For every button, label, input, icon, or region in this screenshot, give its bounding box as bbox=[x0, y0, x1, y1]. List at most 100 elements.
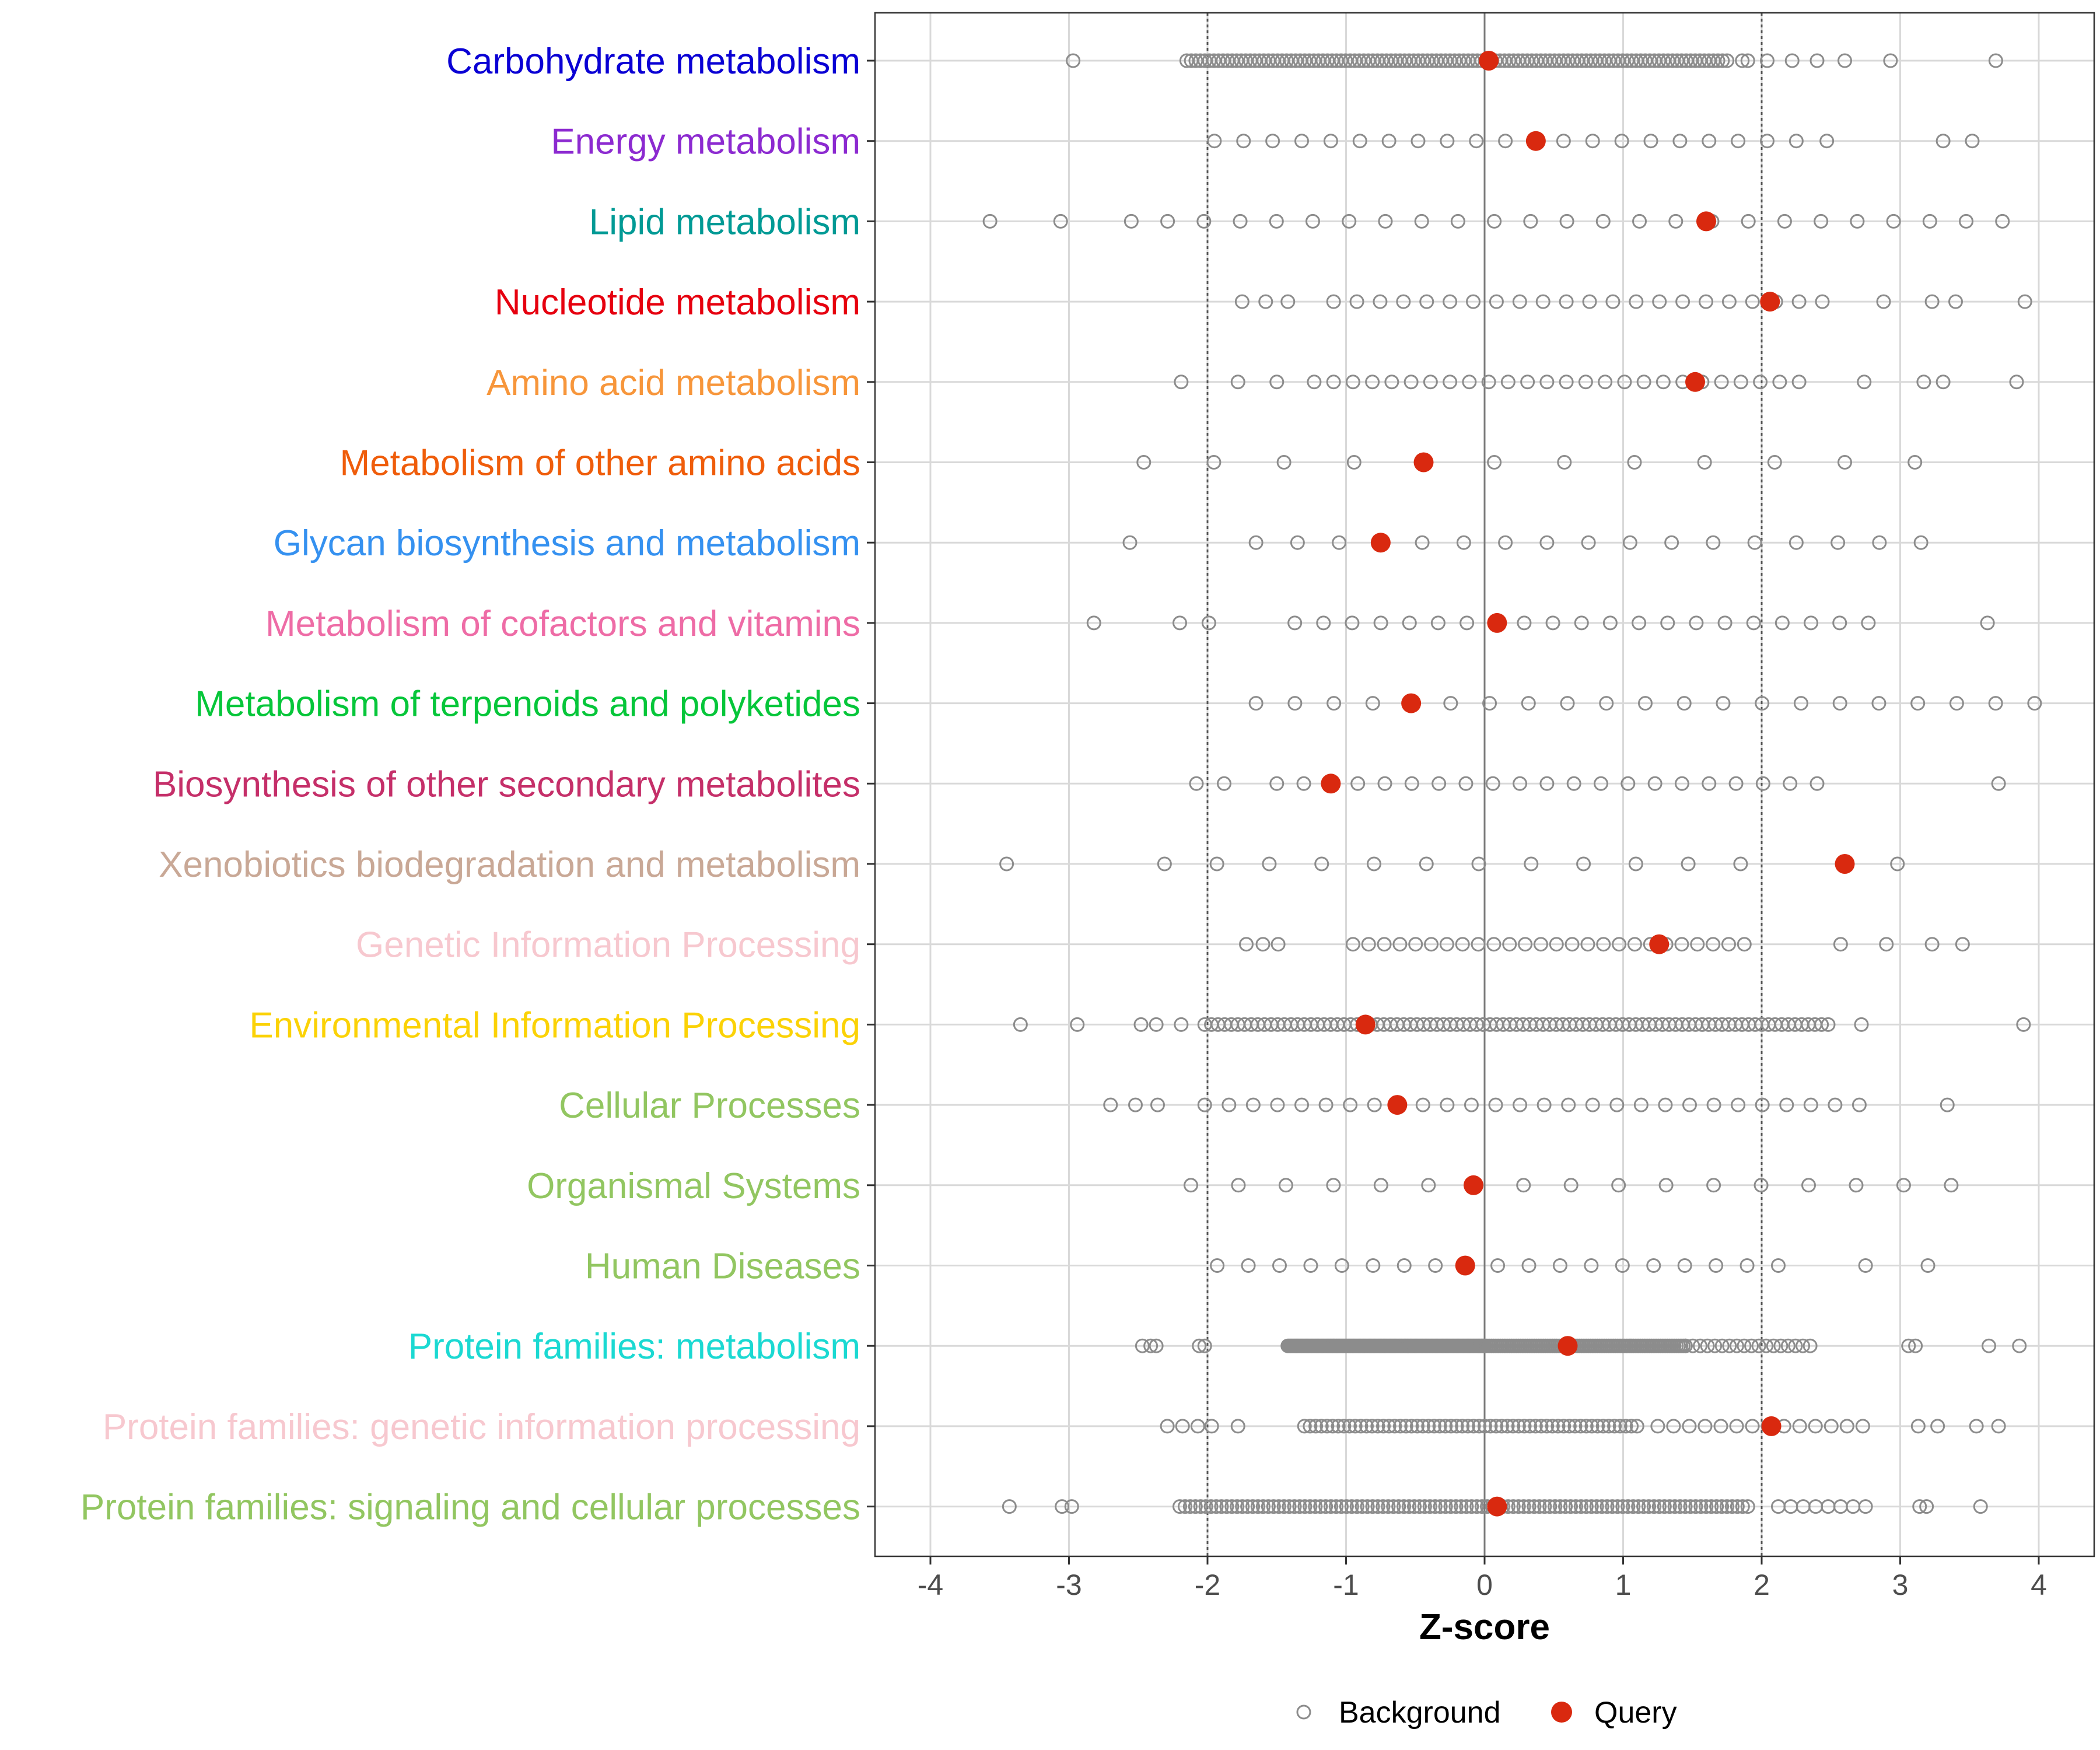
background-point bbox=[1850, 214, 1865, 229]
background-point bbox=[1230, 1419, 1245, 1434]
background-point bbox=[1568, 1499, 1583, 1514]
background-point bbox=[1615, 1258, 1630, 1273]
background-point bbox=[1404, 1419, 1419, 1434]
background-point bbox=[1582, 294, 1597, 309]
category-label: Nucleotide metabolism bbox=[495, 282, 860, 323]
background-point bbox=[1528, 1419, 1543, 1434]
x-tick-label: -1 bbox=[1333, 1569, 1359, 1601]
background-point bbox=[1720, 53, 1735, 68]
background-point bbox=[1713, 1419, 1728, 1434]
x-axis-title: Z-score bbox=[1419, 1607, 1550, 1647]
background-point bbox=[1272, 1258, 1287, 1273]
background-point bbox=[1674, 776, 1689, 791]
background-point bbox=[1460, 615, 1475, 631]
background-point bbox=[1729, 1419, 1744, 1434]
background-point bbox=[1908, 455, 1923, 470]
background-point bbox=[1584, 1419, 1600, 1434]
background-point bbox=[1595, 214, 1611, 229]
background-point bbox=[1308, 1499, 1323, 1514]
background-point bbox=[1872, 535, 1887, 550]
background-point bbox=[982, 214, 998, 229]
background-point bbox=[1464, 1097, 1479, 1112]
background-point bbox=[1303, 1258, 1318, 1273]
background-point bbox=[1552, 1258, 1567, 1273]
background-point bbox=[1580, 937, 1595, 952]
background-point bbox=[1612, 1419, 1628, 1434]
category-label: Environmental Information Processing bbox=[249, 1005, 860, 1045]
background-point bbox=[1563, 1499, 1578, 1514]
legend-query-marker bbox=[1551, 1702, 1572, 1723]
background-point bbox=[1432, 1419, 1447, 1434]
background-point bbox=[1804, 615, 1819, 631]
background-point bbox=[1522, 1419, 1538, 1434]
background-point bbox=[1890, 856, 1905, 872]
background-point bbox=[1206, 455, 1222, 470]
background-point bbox=[1469, 1499, 1485, 1514]
background-point bbox=[1567, 1419, 1583, 1434]
background-point bbox=[1485, 776, 1500, 791]
background-point bbox=[1578, 374, 1593, 390]
background-point bbox=[1728, 776, 1744, 791]
background-point bbox=[1266, 1499, 1281, 1514]
background-point bbox=[1197, 1338, 1212, 1353]
background-point bbox=[1609, 1097, 1625, 1112]
background-point bbox=[1901, 1338, 1916, 1353]
background-point bbox=[1910, 1419, 1926, 1434]
background-point bbox=[1699, 294, 1714, 309]
background-point bbox=[1733, 856, 1748, 872]
background-point bbox=[1731, 1097, 1746, 1112]
background-point bbox=[1605, 1499, 1620, 1514]
background-point bbox=[1367, 1097, 1382, 1112]
background-point bbox=[1702, 776, 1717, 791]
background-point bbox=[1855, 1419, 1870, 1434]
background-point bbox=[1632, 615, 1647, 631]
background-point bbox=[1370, 1419, 1385, 1434]
background-point bbox=[1861, 615, 1876, 631]
background-point bbox=[1269, 374, 1284, 390]
background-point bbox=[1387, 1419, 1402, 1434]
background-point bbox=[1959, 214, 1974, 229]
background-point bbox=[1348, 1419, 1363, 1434]
background-point bbox=[1466, 294, 1481, 309]
background-point bbox=[1381, 1419, 1396, 1434]
background-point bbox=[1722, 1338, 1737, 1353]
x-tick-label: -2 bbox=[1195, 1569, 1220, 1601]
background-point bbox=[1124, 214, 1139, 229]
background-point bbox=[1784, 53, 1800, 68]
background-point bbox=[1456, 535, 1471, 550]
background-point bbox=[1920, 1258, 1936, 1273]
background-point bbox=[1239, 937, 1254, 952]
background-point bbox=[1651, 1499, 1667, 1514]
background-point bbox=[1883, 53, 1898, 68]
background-point bbox=[1428, 1258, 1443, 1273]
background-point bbox=[1601, 1419, 1616, 1434]
background-point bbox=[1912, 1499, 1927, 1514]
background-point bbox=[1652, 294, 1667, 309]
background-point bbox=[1210, 1258, 1225, 1273]
background-point bbox=[1550, 1419, 1566, 1434]
background-point bbox=[1772, 374, 1787, 390]
background-point bbox=[1174, 1017, 1189, 1032]
x-axis: -4 -3 -2 -1 0 1 2 3 4 bbox=[867, 60, 2047, 1601]
background-point bbox=[1197, 1097, 1212, 1112]
background-point bbox=[1627, 937, 1642, 952]
background-point bbox=[1231, 1178, 1246, 1193]
background-point bbox=[1234, 294, 1250, 309]
background-point bbox=[1326, 696, 1342, 711]
background-point bbox=[1307, 374, 1322, 390]
background-point bbox=[1365, 374, 1380, 390]
background-point bbox=[1740, 1499, 1755, 1514]
background-point bbox=[1548, 1499, 1563, 1514]
data-points bbox=[982, 51, 2042, 1517]
background-point bbox=[1672, 1499, 1688, 1514]
background-point bbox=[1611, 1178, 1626, 1193]
category-label: Organismal Systems bbox=[527, 1166, 860, 1206]
background-point bbox=[1402, 1499, 1417, 1514]
background-point bbox=[1706, 937, 1721, 952]
background-point bbox=[1502, 937, 1517, 952]
background-point bbox=[1360, 1499, 1375, 1514]
background-point bbox=[1251, 1499, 1266, 1514]
background-point bbox=[1693, 1338, 1708, 1353]
